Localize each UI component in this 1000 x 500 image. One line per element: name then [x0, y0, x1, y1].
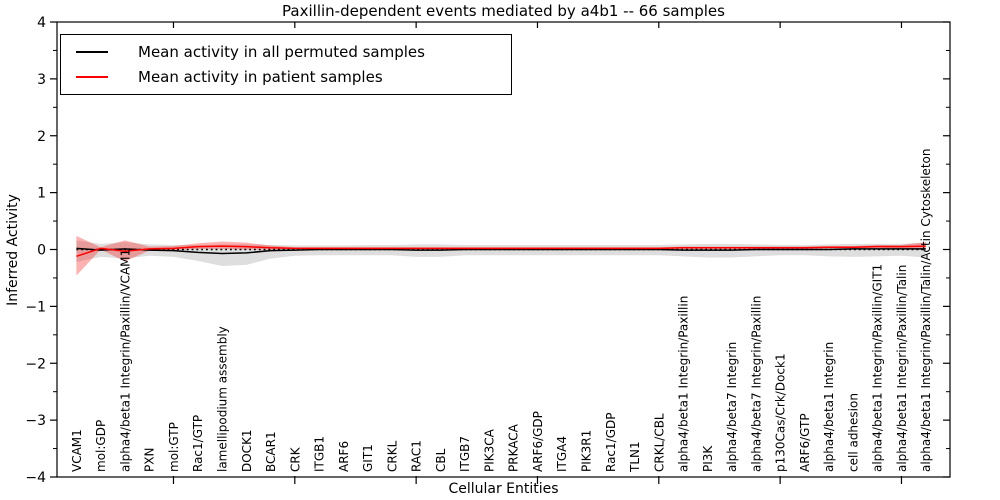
y-tick-label: 1: [37, 186, 46, 202]
x-axis-label: Cellular Entities: [448, 481, 559, 497]
category-label: PIK3R1: [580, 430, 594, 472]
category-label: alpha4/beta1 Integrin/Paxillin/Talin/Act…: [919, 149, 933, 472]
category-label: PXN: [143, 448, 157, 472]
category-label: alpha4/beta1 Integrin/Paxillin/VCAM1: [118, 249, 132, 472]
legend-line-swatch-red: [76, 76, 108, 79]
y-tick-label: 2: [37, 129, 46, 145]
y-tick-label: 4: [37, 15, 46, 31]
category-label: p130Cas/Crk/Dock1: [774, 353, 788, 472]
y-tick-label: −2: [25, 356, 46, 372]
category-label: alpha4/beta1 Integrin/Paxillin/GIT1: [871, 264, 885, 472]
category-label: PIK3CA: [482, 428, 496, 472]
category-label: DOCK1: [240, 429, 254, 472]
category-label: lamellipodium assembly: [216, 326, 230, 472]
category-label: PRKACA: [507, 423, 521, 472]
chart-title: Paxillin-dependent events mediated by a4…: [282, 2, 725, 20]
category-label: cell adhesion: [846, 393, 860, 472]
category-label: CRKL/CBL: [652, 413, 666, 472]
category-label: CRKL: [385, 440, 399, 472]
category-label: alpha4/beta1 Integrin/Paxillin/Talin: [895, 265, 909, 472]
category-label: Rac1/GTP: [191, 415, 205, 472]
y-tick-label: −4: [25, 470, 46, 486]
y-tick-label: 3: [37, 72, 46, 88]
category-label: RAC1: [410, 440, 424, 472]
category-label: ARF6/GDP: [531, 411, 545, 472]
y-tick-label: 0: [37, 243, 46, 259]
category-label: Rac1/GDP: [604, 413, 618, 472]
y-tick-label: −1: [25, 299, 46, 315]
permuted-band: [76, 240, 926, 266]
category-label: BCAR1: [264, 431, 278, 472]
patient-mean-line: [76, 245, 926, 258]
y-tick-label: −3: [25, 413, 46, 429]
category-label: VCAM1: [70, 429, 84, 472]
category-label: PI3K: [701, 445, 715, 472]
legend-item-label: Mean activity in patient samples: [138, 68, 383, 87]
legend: Mean activity in all permuted samples Me…: [60, 34, 512, 95]
legend-line-swatch-black: [76, 50, 108, 53]
category-label: alpha4/beta7 Integrin: [725, 342, 739, 472]
category-label: ITGB1: [313, 436, 327, 472]
category-label: CBL: [434, 448, 448, 472]
legend-item: Mean activity in all permuted samples: [61, 43, 511, 61]
category-label: ITGA4: [555, 436, 569, 472]
category-label: mol:GTP: [167, 422, 181, 472]
category-label: GIT1: [361, 444, 375, 472]
category-label: TLN1: [628, 441, 642, 473]
category-label: ARF6: [337, 441, 351, 472]
legend-item: Mean activity in patient samples: [61, 68, 511, 86]
legend-item-label: Mean activity in all permuted samples: [138, 42, 425, 61]
category-label: ITGB7: [458, 436, 472, 472]
category-label: CRK: [288, 446, 302, 472]
category-label: ARF6/GTP: [798, 413, 812, 472]
category-label: alpha4/beta1 Integrin: [822, 342, 836, 472]
category-label: alpha4/beta7 Integrin/Paxillin: [749, 296, 763, 472]
permuted-mean-line: [76, 247, 926, 255]
category-label: mol:GDP: [94, 420, 108, 472]
category-label: alpha4/beta1 Integrin/Paxillin: [677, 296, 691, 472]
